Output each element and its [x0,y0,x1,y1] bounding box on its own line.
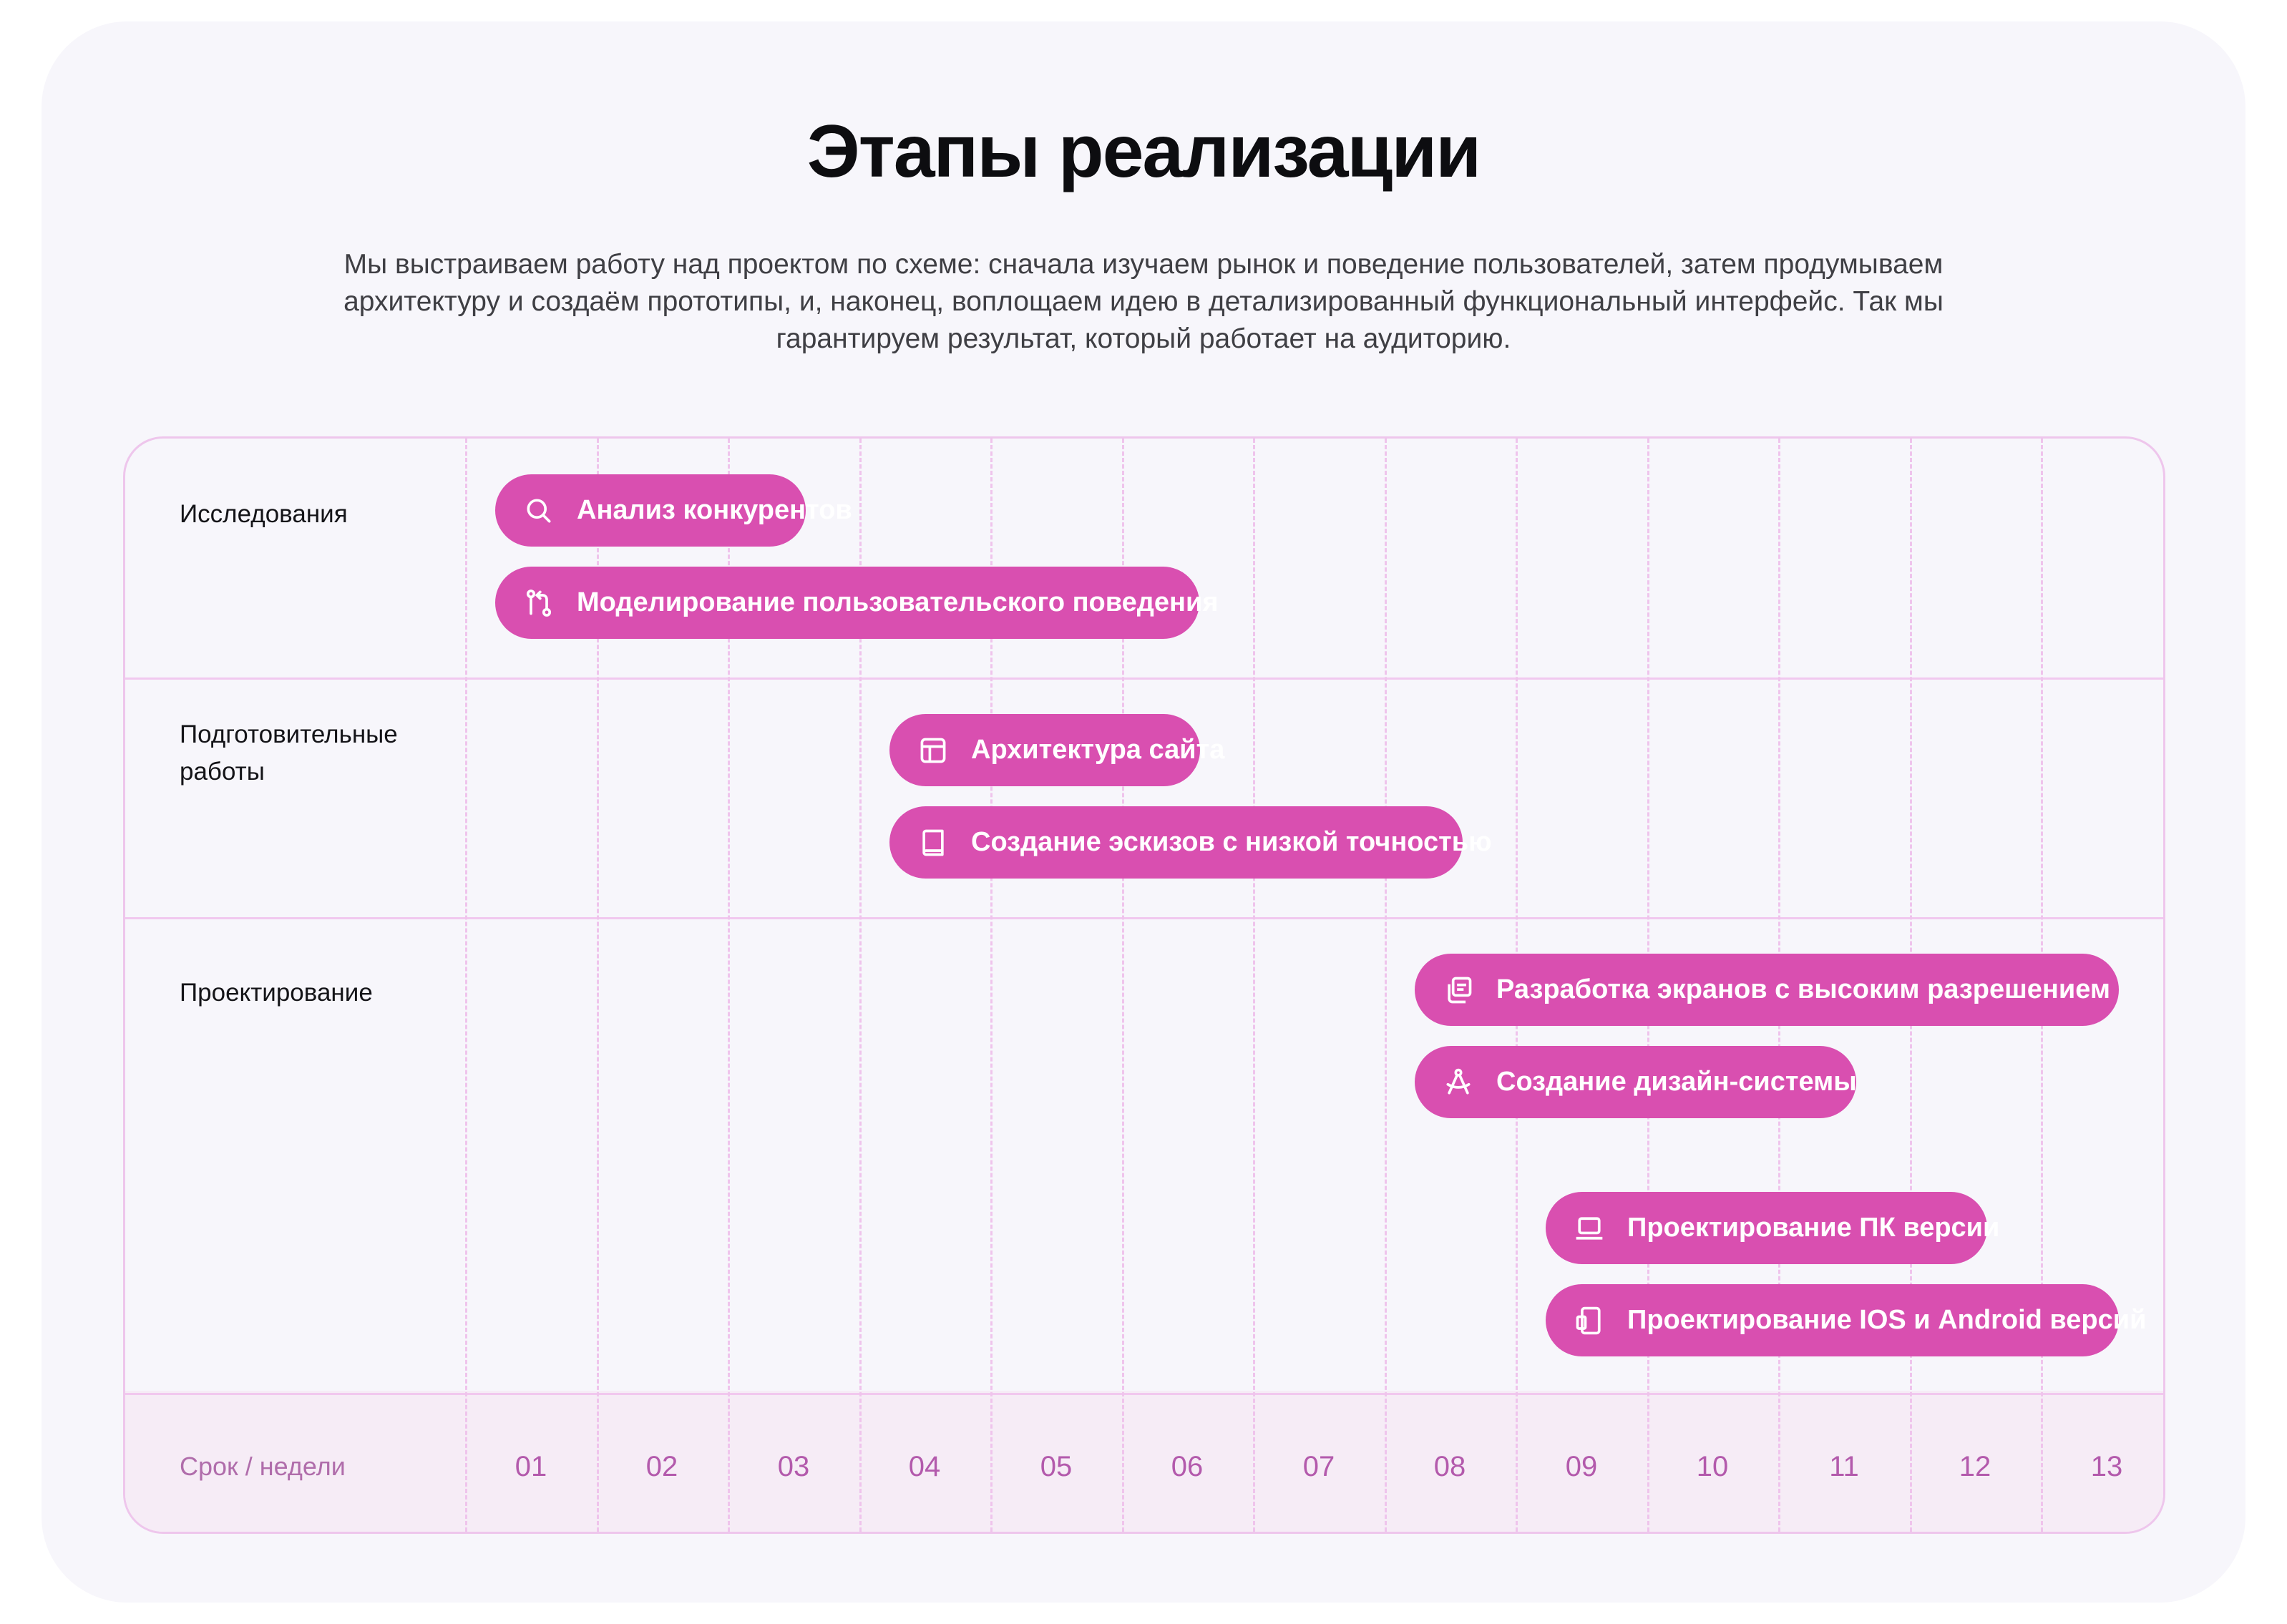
week-grid-line [1253,439,1255,1532]
task-bar[interactable]: Архитектура сайта [889,714,1224,786]
week-label-12: 12 [1959,1451,1991,1482]
row-divider [125,1393,2163,1395]
layout-icon [917,734,950,767]
week-grid-line [859,439,862,1532]
weeks-footer [125,1391,2163,1532]
task-label: Разработка экранов с высоким разрешением [1496,974,2110,1004]
weeks-axis-label: Срок / недели [180,1452,346,1481]
task-bar[interactable]: Проектирование ПК версии [1546,1192,1999,1264]
task-label: Проектирование IOS и Android версий [1627,1305,2147,1335]
week-grid-line [728,439,730,1532]
week-label-08: 08 [1433,1451,1466,1482]
week-label-09: 09 [1565,1451,1598,1482]
week-label-05: 05 [1040,1451,1073,1482]
row-divider [125,678,2163,680]
row-label-preparation: Подготовительные работы [180,720,398,786]
compass-icon [1442,1066,1475,1099]
task-label: Создание дизайн-системы [1496,1067,1857,1097]
week-label-07: 07 [1302,1451,1335,1482]
row-divider [125,917,2163,919]
row-label-research: Исследования [180,500,348,528]
task-bar[interactable]: Проектирование IOS и Android версий [1546,1284,2146,1356]
row-label-design: Проектирование [180,979,373,1007]
week-label-01: 01 [515,1451,547,1482]
task-bar[interactable]: Моделирование пользовательского поведени… [495,567,1219,639]
book-icon [917,826,950,859]
flow-icon [522,587,555,620]
task-label: Анализ конкурентов [577,495,852,525]
week-label-04: 04 [908,1451,941,1482]
week-grid-line [597,439,599,1532]
task-label: Архитектура сайта [971,735,1225,765]
task-bar[interactable]: Разработка экранов с высоким разрешением [1415,954,2119,1026]
week-grid-line [465,439,467,1532]
week-grid-line [1122,439,1124,1532]
week-label-06: 06 [1171,1451,1204,1482]
week-grid-line [990,439,993,1532]
task-label: Моделирование пользовательского поведени… [577,587,1219,617]
task-bar[interactable]: Создание эскизов с низкой точностью [889,806,1492,879]
mobile-icon [1573,1304,1606,1337]
laptop-icon [1573,1212,1606,1245]
week-label-11: 11 [1829,1451,1859,1482]
gantt-table: Исследования Подготовительные работы Про… [123,436,2165,1534]
week-grid-line [1385,439,1387,1532]
task-bar[interactable]: Создание дизайн-системы [1415,1046,1857,1118]
week-label-02: 02 [645,1451,678,1482]
task-label: Создание эскизов с низкой точностью [971,827,1492,857]
week-label-13: 13 [2090,1451,2123,1482]
task-label: Проектирование ПК версии [1627,1213,2000,1243]
search-icon [522,494,555,527]
week-label-03: 03 [777,1451,810,1482]
page-description: Мы выстраиваем работу над проектом по сх… [343,249,1944,354]
copy-icon [1442,974,1475,1007]
week-label-10: 10 [1696,1451,1729,1482]
task-bar[interactable]: Анализ конкурентов [495,474,852,547]
page-title: Этапы реализации [806,110,1481,193]
